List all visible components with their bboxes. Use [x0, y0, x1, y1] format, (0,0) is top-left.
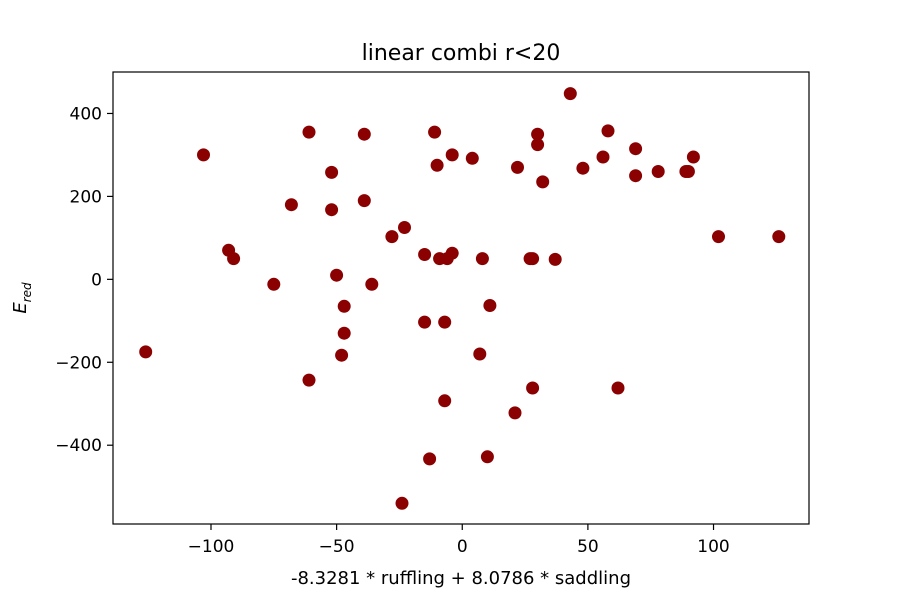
data-point	[483, 299, 497, 312]
points-layer	[139, 87, 786, 510]
data-point	[418, 248, 432, 261]
data-point	[337, 326, 351, 340]
data-point	[357, 194, 371, 208]
y-tick-label: 400	[70, 104, 102, 124]
chart-title: linear combi r<20	[362, 41, 561, 66]
data-point	[284, 198, 298, 212]
y-tick-label: −400	[55, 436, 102, 456]
data-point	[576, 161, 590, 175]
y-tick-label: −200	[55, 353, 102, 373]
data-point	[445, 148, 459, 162]
data-point	[385, 230, 399, 244]
data-point	[601, 124, 615, 138]
y-axis: −400 −200 0 200 400	[55, 104, 113, 456]
data-point	[438, 315, 452, 329]
data-point	[531, 127, 545, 141]
data-point	[325, 203, 339, 217]
x-axis-label: -8.3281 * ruffling + 8.0786 * saddling	[291, 568, 631, 589]
y-tick-label: 0	[91, 270, 102, 290]
data-point	[473, 347, 487, 361]
data-point	[365, 277, 379, 291]
data-point	[395, 496, 409, 510]
data-point	[596, 150, 610, 164]
data-point	[712, 230, 725, 244]
data-point	[438, 394, 452, 408]
data-point	[651, 165, 665, 178]
data-point	[197, 148, 210, 162]
data-point	[629, 169, 643, 183]
data-point	[335, 348, 349, 362]
data-point	[548, 252, 562, 266]
data-point	[629, 142, 643, 156]
data-point	[686, 150, 700, 164]
y-axis-label: Ered	[10, 282, 34, 314]
y-axis-label-sub: red	[20, 282, 34, 302]
x-tick-label: −50	[319, 537, 355, 557]
data-point	[563, 87, 577, 101]
data-point	[526, 381, 540, 395]
data-point	[511, 160, 524, 174]
data-point	[139, 345, 153, 359]
x-tick-label: −100	[188, 537, 235, 557]
data-point	[227, 252, 241, 266]
x-tick-label: 50	[577, 537, 599, 557]
y-axis-label-main: E	[10, 302, 31, 314]
data-point	[398, 221, 411, 234]
data-point	[445, 246, 459, 260]
data-point	[536, 175, 550, 189]
y-tick-label: 200	[70, 187, 102, 207]
plot-frame	[112, 71, 810, 525]
data-point	[330, 268, 344, 282]
data-point	[531, 138, 545, 152]
data-point	[465, 151, 479, 165]
data-point	[772, 230, 786, 244]
data-point	[430, 158, 444, 172]
data-point	[423, 452, 437, 466]
data-point	[357, 127, 371, 141]
data-point	[681, 165, 695, 178]
data-point	[267, 277, 281, 291]
data-point	[480, 450, 494, 464]
data-point	[428, 125, 442, 139]
data-point	[526, 252, 540, 266]
x-axis: −100 −50 0 50 100	[188, 524, 730, 557]
x-tick-label: 100	[697, 537, 729, 557]
x-tick-label: 0	[457, 537, 468, 557]
data-point	[337, 299, 351, 313]
data-point	[611, 381, 625, 395]
data-point	[475, 252, 489, 266]
data-point	[302, 125, 316, 139]
data-point	[418, 315, 432, 329]
data-point	[325, 165, 339, 179]
data-point	[508, 406, 522, 420]
data-point	[302, 373, 316, 387]
